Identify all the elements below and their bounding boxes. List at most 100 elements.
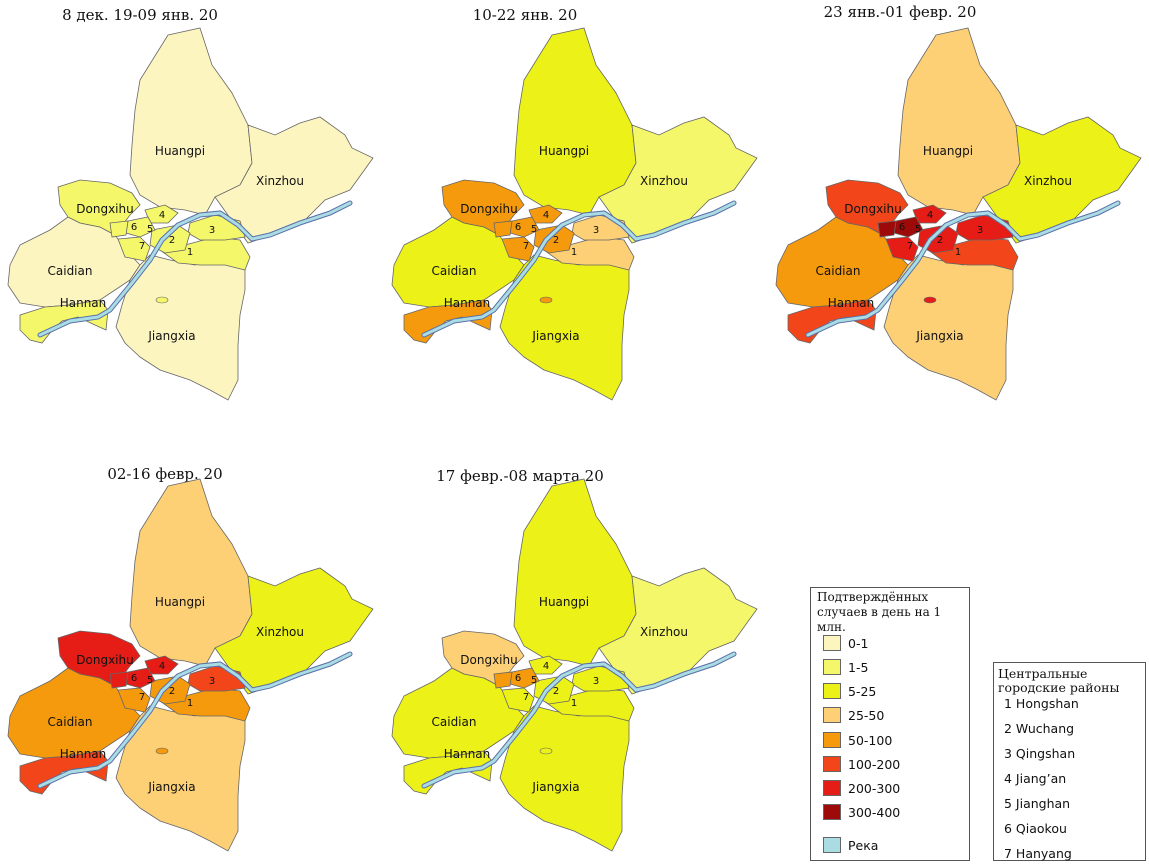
- legend-swatch: [823, 756, 841, 772]
- district-number-label: 7: [907, 241, 913, 252]
- island-shape: [155, 296, 169, 304]
- region-label-hannan: Hannan: [444, 747, 491, 761]
- district-number-label: 4: [543, 210, 549, 221]
- legend-item: 5-25: [823, 682, 876, 700]
- river: [806, 201, 1120, 337]
- island-shape: [539, 747, 553, 755]
- legend-item: 1-5: [823, 658, 868, 676]
- region-label-xinzhou: Xinzhou: [256, 625, 304, 639]
- region-huangpi: [129, 478, 253, 667]
- map-panel-3: Huangpi Xinzhou Dongxihu Caidian Hannan Jiang…: [775, 27, 1142, 401]
- region-label-jiangxia: Jiangxia: [147, 780, 195, 794]
- district-number-label: 5: [147, 675, 153, 686]
- region-label-caidian: Caidian: [816, 264, 861, 278]
- region-jiangxia: [115, 254, 246, 401]
- district-number-label: 6: [515, 222, 521, 233]
- region-c1: [543, 687, 635, 722]
- region-label-dongxihu: Dongxihu: [76, 653, 133, 667]
- region-c7: [501, 236, 535, 262]
- district-number-label: 6: [515, 673, 521, 684]
- legend-label: 50-100: [848, 732, 893, 748]
- region-label-huangpi: Huangpi: [539, 595, 589, 609]
- region-c6: [493, 220, 513, 238]
- legend-swatch: [823, 707, 841, 723]
- region-label-huangpi: Huangpi: [539, 144, 589, 158]
- district-number-label: 5: [915, 224, 921, 235]
- district-number-label: 6: [899, 222, 905, 233]
- legend-swatch: [823, 659, 841, 675]
- legend-item: 50-100: [823, 731, 892, 749]
- region-c6: [877, 220, 897, 238]
- district-number-label: 2: [553, 686, 559, 697]
- district-number-label: 2: [169, 235, 175, 246]
- region-label-xinzhou: Xinzhou: [640, 174, 688, 188]
- legend-label: 5-25: [848, 683, 877, 699]
- region-xinzhou: [214, 116, 374, 244]
- legend-swatch: [823, 732, 841, 748]
- region-c6: [109, 671, 129, 689]
- region-jiangxia: [115, 705, 246, 852]
- district-number-label: 6: [131, 222, 137, 233]
- district-item: 4 Jiang’an: [1004, 771, 1067, 786]
- district-number-label: 5: [531, 224, 537, 235]
- legend-label: 200-300: [848, 780, 901, 796]
- region-jiangxia: [499, 254, 630, 401]
- legend-item: 100-200: [823, 755, 900, 773]
- district-item: 1 Hongshan: [1004, 696, 1079, 711]
- district-item: 3 Qingshan: [1004, 746, 1076, 761]
- region-c1: [159, 236, 251, 271]
- region-label-jiangxia: Jiangxia: [531, 329, 579, 343]
- river: [422, 201, 736, 337]
- legend-item-river: Река: [823, 836, 878, 854]
- region-label-huangpi: Huangpi: [923, 144, 973, 158]
- district-number-label: 1: [187, 698, 193, 709]
- district-number-label: 2: [553, 235, 559, 246]
- district-number-label: 4: [543, 661, 549, 672]
- district-number-label: 3: [977, 225, 983, 236]
- legend-item: 200-300: [823, 779, 900, 797]
- legend-item: 0-1: [823, 634, 868, 652]
- region-label-caidian: Caidian: [432, 715, 477, 729]
- legend-item: 25-50: [823, 706, 884, 724]
- region-label-caidian: Caidian: [48, 715, 93, 729]
- district-item: 5 Jianghan: [1004, 796, 1071, 811]
- district-item: 6 Qiaokou: [1004, 821, 1067, 836]
- region-jiangxia: [883, 254, 1014, 401]
- legend-title: Подтверждённых случаев в день на 1 млн.: [817, 590, 942, 634]
- panel-title-5: 17 февр.-08 марта 20: [436, 467, 604, 485]
- region-c6: [109, 220, 129, 238]
- panel-title-3: 23 янв.-01 февр. 20: [823, 3, 977, 21]
- legend-item: 300-400: [823, 803, 900, 821]
- region-label-dongxihu: Dongxihu: [460, 202, 517, 216]
- region-xinzhou: [598, 567, 758, 695]
- district-number-label: 7: [139, 241, 145, 252]
- legend-swatch: [823, 780, 841, 796]
- region-huangpi: [513, 478, 637, 667]
- legend-swatch: [823, 804, 841, 820]
- region-label-hannan: Hannan: [60, 747, 107, 761]
- district-number-label: 6: [131, 673, 137, 684]
- legend-label: 100-200: [848, 756, 901, 772]
- region-label-dongxihu: Dongxihu: [76, 202, 133, 216]
- region-huangpi: [513, 27, 637, 216]
- district-number-label: 5: [531, 675, 537, 686]
- region-xinzhou: [214, 567, 374, 695]
- legend-label: 25-50: [848, 707, 885, 723]
- legend-label: 0-1: [848, 635, 869, 651]
- map-panel-5: Huangpi Xinzhou Dongxihu Caidian Hannan Jiang…: [391, 478, 758, 852]
- region-c7: [117, 236, 151, 262]
- central-districts-key: Центральные городские районы 1 Hongshan …: [993, 662, 1146, 861]
- central-districts-title: Центральные городские районы: [998, 666, 1120, 695]
- region-huangpi: [129, 27, 253, 216]
- region-c1: [927, 236, 1019, 271]
- district-number-label: 1: [955, 247, 961, 258]
- region-label-xinzhou: Xinzhou: [640, 625, 688, 639]
- legend: Подтверждённых случаев в день на 1 млн. …: [810, 587, 970, 861]
- district-number-label: 1: [571, 247, 577, 258]
- region-label-hannan: Hannan: [60, 296, 107, 310]
- district-number-label: 2: [937, 235, 943, 246]
- region-label-jiangxia: Jiangxia: [147, 329, 195, 343]
- panel-title-4: 02-16 февр. 20: [107, 465, 223, 483]
- district-number-label: 4: [159, 661, 165, 672]
- district-number-label: 3: [593, 676, 599, 687]
